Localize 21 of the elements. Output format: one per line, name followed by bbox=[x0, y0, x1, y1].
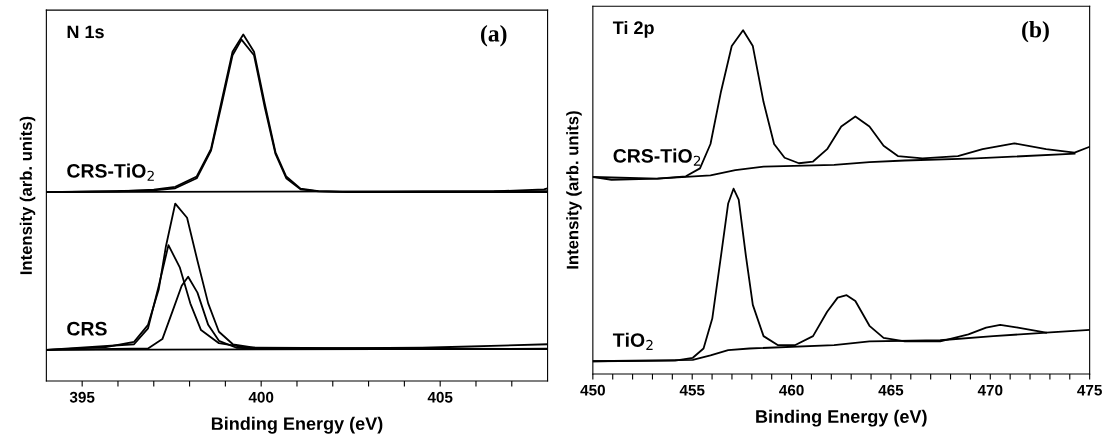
x-tick-label: 460 bbox=[779, 384, 804, 396]
annotation: N 1s bbox=[67, 25, 104, 39]
series-label: CRS bbox=[67, 321, 107, 336]
x-tick-label: 405 bbox=[427, 391, 453, 403]
x-tick-label: 470 bbox=[977, 384, 1003, 396]
annotation: (b) bbox=[1022, 20, 1049, 43]
series-label: CRS-TiO$_{2}$ bbox=[613, 148, 701, 166]
x-tick-label: 455 bbox=[679, 384, 705, 396]
annotation: Ti 2p bbox=[612, 20, 654, 38]
y-axis-title: Intensity (arb. units) bbox=[566, 111, 582, 269]
annotation: (a) bbox=[480, 25, 507, 47]
x-tick-label: 475 bbox=[1077, 384, 1102, 396]
x-axis-title: Binding Energy (eV) bbox=[211, 416, 383, 434]
x-axis-title: Binding Energy (eV) bbox=[756, 409, 927, 427]
x-tick-label: 450 bbox=[580, 384, 605, 396]
x-tick-label: 395 bbox=[69, 391, 95, 403]
y-axis-title: Intensity (arb. units) bbox=[19, 116, 36, 275]
series-label: TiO$_{2}$ bbox=[612, 332, 653, 350]
series-label: CRS-TiO$_{2}$ bbox=[67, 163, 154, 181]
x-tick-label: 465 bbox=[878, 384, 904, 396]
x-tick-label: 400 bbox=[248, 391, 274, 403]
